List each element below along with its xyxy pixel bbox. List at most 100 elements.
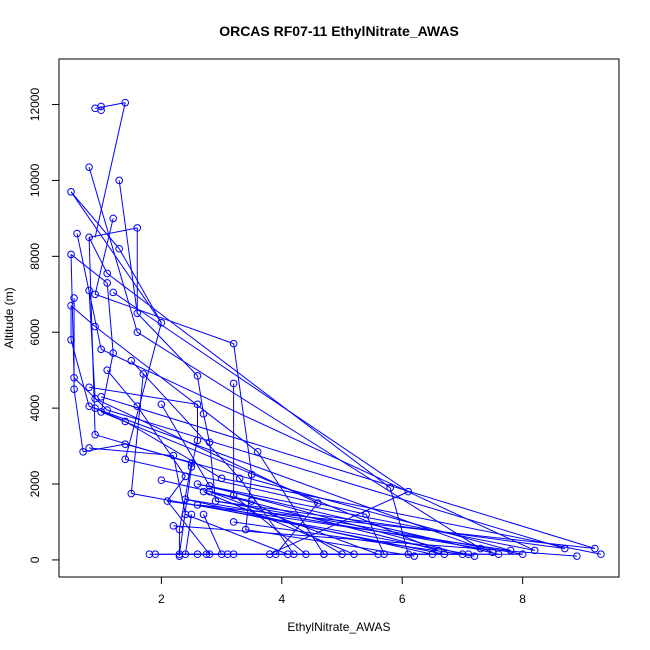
series-line-segment	[130, 360, 241, 479]
data-point	[229, 491, 238, 500]
data-point	[217, 550, 226, 559]
data-point	[187, 510, 196, 519]
data-point	[85, 163, 93, 171]
data-point	[97, 102, 105, 111]
data-point	[121, 440, 130, 448]
series-line-segment	[70, 254, 75, 378]
data-point	[175, 525, 184, 534]
data-point	[314, 499, 322, 507]
data-point	[70, 294, 78, 302]
data-point	[217, 474, 226, 483]
data-point	[91, 394, 99, 403]
data-point	[271, 550, 280, 559]
data-point	[109, 288, 117, 297]
data-point	[193, 480, 202, 488]
data-point	[205, 487, 214, 496]
data-point	[109, 349, 117, 357]
y-tick-label: 0	[28, 556, 42, 563]
y-tick-label: 10000	[28, 163, 42, 197]
data-point	[247, 497, 256, 505]
series-line-segment	[185, 498, 481, 550]
data-point	[133, 309, 142, 318]
series-line-segment	[73, 389, 84, 452]
data-point	[175, 550, 184, 559]
data-point	[133, 224, 142, 232]
data-point	[199, 487, 208, 496]
data-point	[181, 472, 190, 481]
series-line-segment	[70, 339, 90, 407]
data-point	[91, 430, 99, 439]
data-point	[121, 455, 130, 464]
data-point	[235, 474, 244, 483]
series-line-segment	[107, 409, 565, 550]
data-point	[169, 451, 178, 460]
series-points	[67, 98, 605, 560]
data-point	[193, 501, 202, 509]
series-line-segment	[160, 404, 210, 487]
data-point	[229, 518, 238, 526]
series-line-segment	[215, 500, 523, 555]
data-point	[103, 269, 111, 278]
data-point	[476, 544, 485, 553]
data-point	[85, 286, 93, 295]
series-line-segment	[215, 500, 565, 550]
data-point	[103, 366, 111, 374]
series-line-segment	[275, 502, 319, 555]
series-line-segment	[185, 513, 288, 555]
data-point	[91, 404, 99, 412]
data-point	[181, 510, 190, 519]
data-point	[169, 521, 178, 530]
data-point	[386, 484, 394, 492]
data-point	[404, 487, 413, 496]
data-point	[187, 459, 196, 467]
data-point	[91, 290, 99, 299]
data-point	[67, 250, 75, 259]
data-point	[127, 356, 136, 365]
data-point	[494, 550, 503, 559]
x-tick-label: 4	[278, 592, 285, 606]
series-line-segment	[167, 500, 511, 551]
x-tick-label: 2	[158, 592, 165, 606]
data-point	[223, 550, 232, 559]
data-point	[253, 447, 262, 456]
data-point	[145, 550, 154, 559]
y-tick-label: 8000	[28, 243, 42, 270]
series-line-segment	[221, 477, 602, 555]
data-point	[440, 550, 449, 559]
y-tick-label: 2000	[28, 470, 42, 497]
series-line-segment	[94, 293, 234, 345]
series-line-segment	[82, 443, 126, 453]
data-point	[85, 233, 93, 242]
series-line-segment	[173, 525, 577, 557]
series-line-segment	[88, 290, 96, 399]
series-line-segment	[94, 102, 126, 238]
data-point	[205, 438, 214, 447]
data-point	[115, 176, 124, 185]
series-line-segment	[184, 514, 192, 555]
series-line-segment	[203, 491, 355, 555]
series-line-segment	[239, 478, 295, 555]
data-point	[97, 106, 105, 115]
series-line-segment	[209, 491, 439, 551]
data-point	[121, 417, 130, 426]
series-line-segment	[94, 218, 114, 295]
data-point	[205, 482, 214, 490]
data-point	[597, 550, 605, 559]
data-point	[175, 552, 184, 560]
data-point	[193, 400, 202, 409]
series-line-segment	[106, 369, 138, 407]
data-point	[290, 550, 298, 559]
data-point	[199, 410, 208, 418]
data-point	[428, 550, 437, 559]
data-point	[229, 339, 238, 348]
data-point	[109, 214, 117, 223]
series-line-segment	[197, 375, 205, 414]
series-line-segment	[70, 254, 108, 284]
data-point	[211, 497, 220, 505]
data-point	[91, 322, 99, 331]
series-line-segment	[166, 500, 210, 555]
series-line-segment	[88, 405, 493, 553]
series-lines	[70, 102, 602, 557]
data-point	[320, 550, 328, 559]
data-point	[506, 546, 515, 555]
